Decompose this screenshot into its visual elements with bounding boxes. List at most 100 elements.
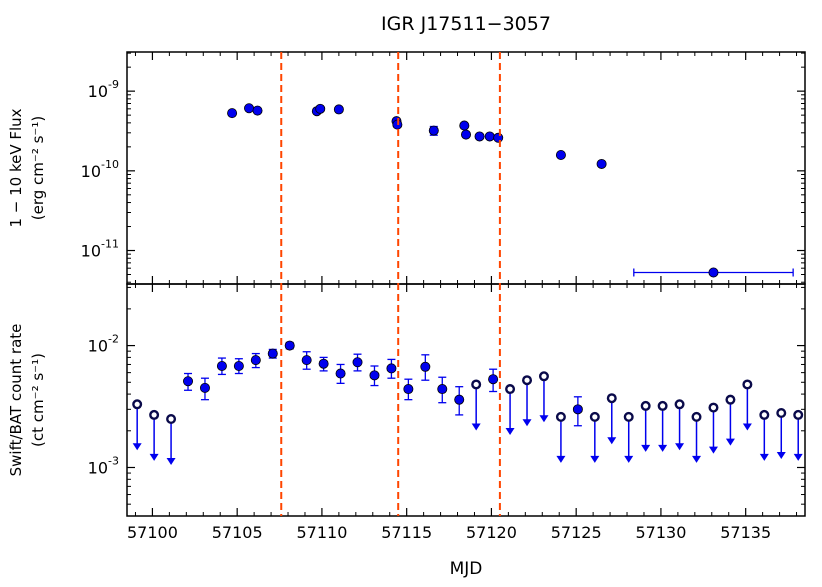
upper-limit-arrow-head [658, 444, 668, 452]
upper-limit-arrow-head [624, 455, 634, 463]
upper-limit-marker [742, 379, 753, 390]
upper-limit-arrow-head [149, 453, 159, 461]
flux-data-point [474, 131, 485, 142]
bat-data-point [233, 360, 244, 371]
bat-data-point [420, 361, 431, 372]
x-tick-label: 57135 [720, 523, 771, 542]
flux-data-point [484, 131, 495, 142]
bottom-y-label-line1: Swift/BAT count rate [7, 324, 25, 477]
bottom-y-tick-label: 10-3 [88, 454, 119, 477]
upper-limit-arrow-head [522, 419, 532, 427]
bat-data-point [318, 358, 329, 369]
flux-data-point [460, 129, 471, 140]
upper-limit-marker [657, 400, 668, 411]
flux-data-point [708, 267, 719, 278]
x-tick-label: 57100 [127, 523, 178, 542]
upper-limit-marker [708, 402, 719, 413]
upper-limit-marker [471, 379, 482, 390]
bat-data-point [352, 357, 363, 368]
upper-limit-marker [589, 411, 600, 422]
flux-data-point [493, 132, 504, 143]
chart-title: IGR J17511−3057 [381, 13, 551, 35]
upper-limit-marker [555, 411, 566, 422]
flux-data-point [227, 108, 238, 119]
bottom-plot-area: 10-2 10-3 57100 57105 57110 57115 57120 57125 57… [88, 284, 805, 542]
upper-limit-marker [793, 409, 804, 420]
upper-limit-arrow-head [590, 455, 600, 463]
upper-limit-arrow-head [505, 428, 515, 436]
upper-limit-arrow-head [607, 437, 617, 445]
upper-limit-marker [640, 400, 651, 411]
upper-limit-arrow-head [692, 455, 702, 463]
upper-limit-arrow-head [708, 446, 718, 454]
bat-data-point [335, 368, 346, 379]
top-y-tick-label: 10-11 [81, 238, 119, 261]
bat-data-point [403, 384, 414, 395]
flux-data-point [428, 125, 439, 136]
upper-limit-marker [166, 413, 177, 424]
upper-limit-arrow-head [793, 453, 803, 461]
flux-data-point [244, 103, 255, 114]
bat-data-point [301, 355, 312, 366]
upper-limit-arrow-head [759, 453, 769, 461]
upper-limit-arrow-head [776, 451, 786, 459]
upper-limit-arrow-head [471, 423, 481, 431]
x-tick-label: 57130 [635, 523, 686, 542]
top-plot-area: 10-9 10-10 10-11 [81, 52, 805, 284]
upper-limit-marker [149, 409, 160, 420]
upper-limit-marker [776, 407, 787, 418]
upper-limit-marker [606, 393, 617, 404]
upper-limit-arrow-head [166, 457, 176, 465]
bottom-y-tick-label: 10-2 [88, 333, 119, 356]
flux-data-point [315, 103, 326, 114]
bat-data-point [284, 340, 295, 351]
vertical-marker-lines [280, 52, 501, 516]
top-panel-frame [126, 51, 806, 285]
upper-limit-marker [623, 411, 634, 422]
upper-limit-arrow-head [556, 455, 566, 463]
bat-data-point [199, 382, 210, 393]
bottom-panel: 10-2 10-3 57100 57105 57110 57115 57120 57125 57… [7, 283, 806, 579]
x-tick-label: 57125 [551, 523, 602, 542]
top-y-label-line2: (erg cm⁻² s⁻¹) [29, 116, 47, 220]
upper-limit-arrow-head [725, 438, 735, 446]
upper-limit-arrow-head [539, 415, 549, 423]
bat-data-point [267, 348, 278, 359]
upper-limit-marker [132, 399, 143, 410]
bat-data-point [386, 363, 397, 374]
bat-data-point [454, 394, 465, 405]
x-tick-label: 57120 [466, 523, 517, 542]
upper-limit-marker [725, 394, 736, 405]
upper-limit-arrow-head [742, 423, 752, 431]
upper-limit-arrow-head [675, 443, 685, 451]
top-y-label-line1: 1 − 10 keV Flux [7, 108, 25, 227]
bottom-panel-frame [126, 283, 806, 517]
x-tick-label: 57110 [296, 523, 347, 542]
upper-limit-arrow-head [132, 443, 142, 451]
top-y-tick-label: 10-10 [81, 158, 119, 181]
flux-data-point [333, 104, 344, 115]
top-panel: 10-9 10-10 10-11 1 − 10 keV Flux (erg cm⁻²… [7, 51, 806, 285]
upper-limit-marker [538, 371, 549, 382]
flux-data-point [555, 150, 566, 161]
upper-limit-marker [522, 375, 533, 386]
bat-data-point [437, 384, 448, 395]
x-tick-label: 57105 [212, 523, 263, 542]
upper-limit-marker [691, 411, 702, 422]
bat-data-point [572, 404, 583, 415]
x-tick-label: 57115 [381, 523, 432, 542]
top-y-tick-label: 10-9 [88, 78, 119, 101]
bottom-y-label-line2: (ct cm⁻² s⁻¹) [29, 353, 47, 447]
bat-data-point [183, 376, 194, 387]
flux-data-point [596, 158, 607, 169]
flux-data-point [459, 120, 470, 131]
x-axis-label: MJD [450, 559, 483, 579]
upper-limit-marker [759, 409, 770, 420]
upper-limit-marker [674, 399, 685, 410]
bat-data-point [369, 370, 380, 381]
upper-limit-marker [505, 384, 516, 395]
bat-data-point [488, 374, 499, 385]
bat-data-point [216, 360, 227, 371]
flux-data-point [252, 105, 263, 116]
